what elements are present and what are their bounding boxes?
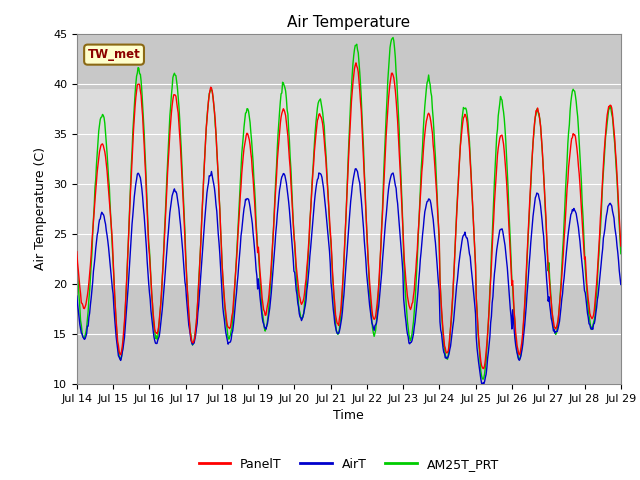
AirT: [431, 240, 439, 246]
AM25T_PRT: [139, 102, 147, 108]
Bar: [77, 89, 621, 284]
Line: AM25T_PRT: AM25T_PRT: [77, 37, 621, 379]
Title: Air Temperature: Air Temperature: [287, 15, 410, 30]
AirT: [83, 331, 90, 337]
AirT: [479, 384, 486, 389]
Y-axis label: Air Temperature (C): Air Temperature (C): [35, 147, 47, 270]
AM25T_PRT: [73, 255, 81, 261]
AirT: [194, 310, 202, 315]
AM25T_PRT: [389, 35, 397, 40]
AirT: [139, 194, 147, 200]
AirT: [617, 282, 625, 288]
Legend: PanelT, AirT, AM25T_PRT: PanelT, AirT, AM25T_PRT: [194, 453, 504, 476]
Line: AirT: AirT: [77, 168, 621, 386]
AirT: [416, 268, 424, 274]
Text: TW_met: TW_met: [88, 48, 140, 61]
AM25T_PRT: [194, 297, 202, 302]
PanelT: [431, 170, 439, 176]
PanelT: [617, 243, 625, 249]
AirT: [223, 334, 230, 340]
AirT: [352, 166, 360, 171]
AirT: [73, 293, 81, 299]
AM25T_PRT: [617, 251, 625, 256]
PanelT: [83, 297, 90, 303]
AM25T_PRT: [223, 322, 230, 328]
AM25T_PRT: [431, 155, 439, 160]
PanelT: [194, 296, 202, 301]
PanelT: [223, 317, 230, 323]
PanelT: [73, 249, 81, 254]
PanelT: [139, 113, 147, 119]
AM25T_PRT: [479, 376, 487, 382]
X-axis label: Time: Time: [333, 409, 364, 422]
PanelT: [416, 207, 424, 213]
Line: PanelT: PanelT: [77, 63, 621, 369]
AM25T_PRT: [416, 205, 424, 211]
PanelT: [479, 366, 487, 372]
AM25T_PRT: [83, 325, 90, 331]
PanelT: [352, 60, 360, 66]
